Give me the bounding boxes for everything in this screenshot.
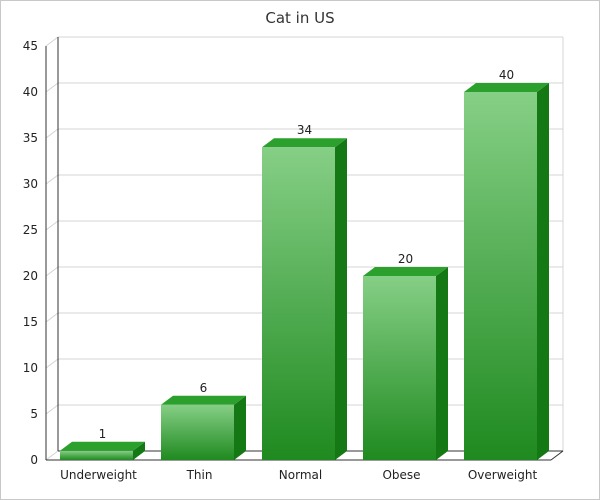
bar-side <box>133 441 145 460</box>
x-tick-label: Overweight <box>468 468 538 482</box>
bar-top <box>262 138 347 148</box>
y-tick-label: 40 <box>23 85 38 99</box>
gridline-depth <box>45 358 59 369</box>
y-tick-label: 5 <box>30 407 38 421</box>
gridline-depth <box>45 174 59 185</box>
labels: 0 5 10 15 20 25 30 35 40 45 1 Underweight 6 Thin 34 Nor… <box>23 39 538 482</box>
y-tick-label: 25 <box>23 223 38 237</box>
bar <box>161 404 234 460</box>
data-label: 20 <box>398 252 413 266</box>
gridline-depth <box>45 312 59 323</box>
bar-top <box>161 395 246 405</box>
bar-top <box>363 267 448 276</box>
bar-side <box>234 395 246 460</box>
data-label: 40 <box>499 68 514 82</box>
gridline-depth <box>45 128 59 139</box>
gridline-depth <box>45 220 59 231</box>
gridline-depth <box>45 450 59 461</box>
gridline-depth <box>45 36 59 47</box>
bar <box>363 276 436 460</box>
x-tick-label: Obese <box>382 468 420 482</box>
x-tick-label: Underweight <box>60 468 137 482</box>
data-label: 1 <box>99 427 107 441</box>
y-tick-label: 0 <box>30 453 38 467</box>
y-tick-label: 30 <box>23 177 38 191</box>
bar <box>60 450 133 460</box>
data-label: 6 <box>200 381 208 395</box>
bar-top <box>60 441 145 451</box>
gridline-depth <box>45 82 59 93</box>
bar-side <box>335 138 347 460</box>
y-tick-label: 15 <box>23 315 38 329</box>
chart-title: Cat in US <box>265 9 335 27</box>
bar-side <box>436 267 448 460</box>
y-tick-label: 10 <box>23 361 38 375</box>
y-tick-label: 45 <box>23 39 38 53</box>
data-label: 34 <box>297 123 312 137</box>
bar-side <box>537 83 549 460</box>
x-tick-label: Normal <box>279 468 322 482</box>
gridline-depth <box>45 266 59 277</box>
x-tick-label: Thin <box>186 468 213 482</box>
bar-top <box>464 83 549 92</box>
bar <box>262 147 335 460</box>
floor-right-edge <box>550 450 564 461</box>
y-tick-label: 20 <box>23 269 38 283</box>
gridline-depth <box>45 404 59 415</box>
y-tick-label: 35 <box>23 131 38 145</box>
bars <box>60 83 549 460</box>
bar <box>464 92 537 460</box>
